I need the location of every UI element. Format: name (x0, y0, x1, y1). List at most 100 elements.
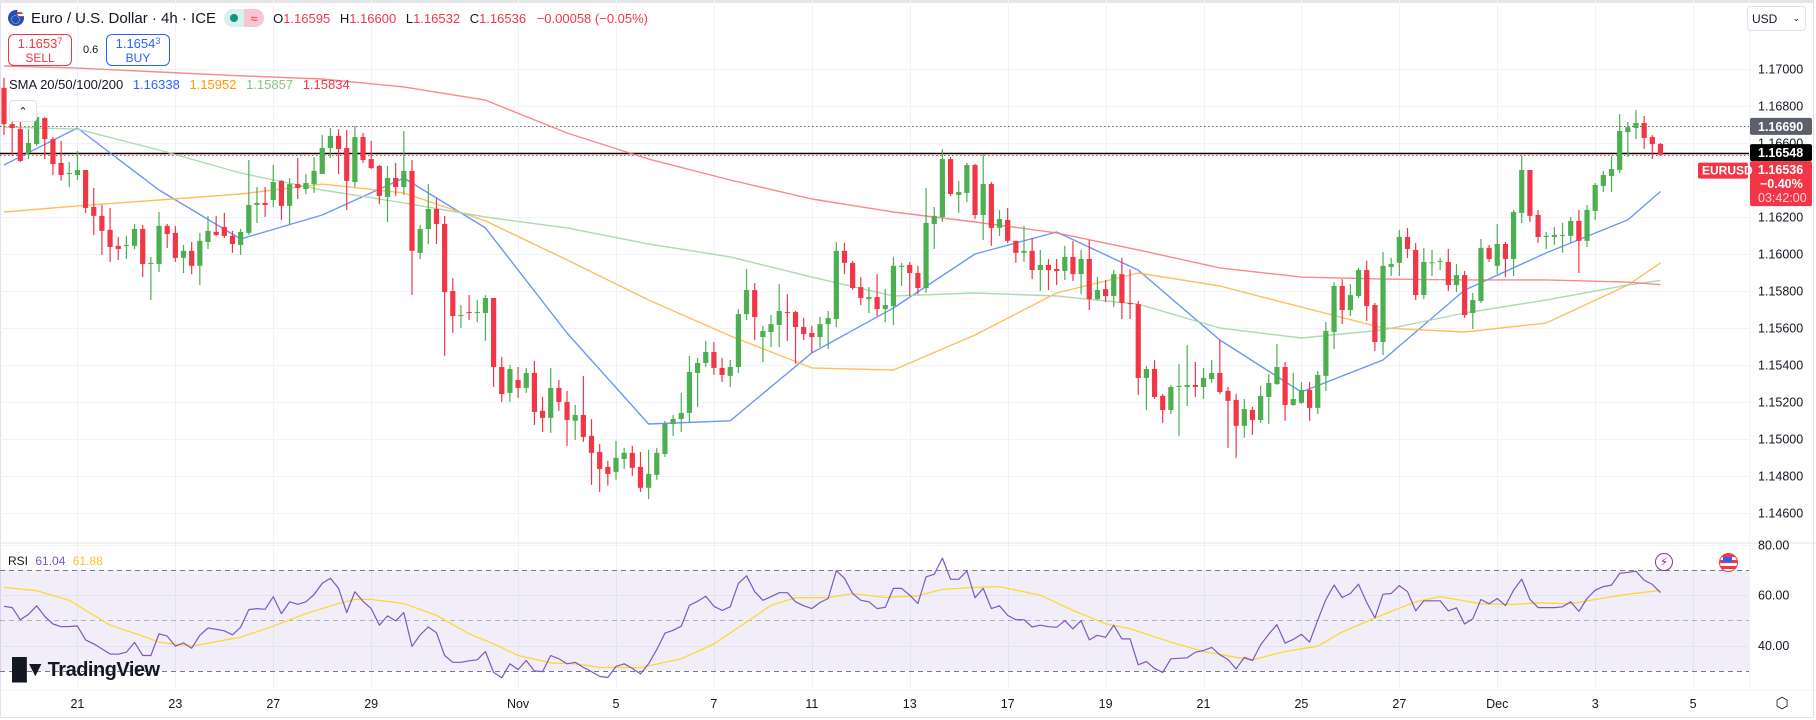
candle[interactable] (1633, 110, 1639, 140)
candle[interactable] (1559, 222, 1566, 253)
currency-button[interactable]: USD ⌄ (1747, 6, 1806, 31)
candle[interactable] (1094, 277, 1101, 301)
candle[interactable] (556, 379, 562, 411)
candle[interactable] (1143, 365, 1149, 410)
candle[interactable] (588, 418, 595, 485)
candle[interactable] (156, 211, 162, 273)
candle[interactable] (654, 447, 660, 480)
candle[interactable] (148, 256, 154, 301)
candle[interactable] (458, 305, 464, 328)
candle[interactable] (1315, 370, 1321, 414)
candle[interactable] (1478, 238, 1484, 304)
candle[interactable] (99, 204, 105, 255)
sma-legend[interactable]: SMA 20/50/100/200 1.16338 1.15952 1.1585… (9, 77, 356, 92)
candle[interactable] (947, 157, 954, 196)
candle[interactable] (1037, 249, 1043, 291)
candle[interactable] (1470, 293, 1476, 330)
candle[interactable] (1364, 260, 1370, 321)
market-status[interactable]: ≈ (224, 9, 265, 27)
candle[interactable] (262, 187, 268, 217)
candle[interactable] (442, 215, 448, 356)
candle[interactable] (482, 295, 489, 341)
candle[interactable] (686, 355, 693, 423)
candle[interactable] (548, 367, 554, 433)
sma-100-line[interactable] (3, 126, 1661, 339)
candle[interactable] (956, 180, 962, 213)
candle[interactable] (825, 310, 831, 350)
candle[interactable] (1209, 359, 1215, 383)
tradingview-logo[interactable]: █▼ TradingView (12, 658, 160, 682)
candle[interactable] (1396, 229, 1402, 276)
candle[interactable] (368, 140, 374, 170)
candle[interactable] (180, 244, 187, 274)
candle[interactable] (890, 256, 897, 326)
candle[interactable] (1282, 362, 1288, 421)
candle[interactable] (768, 315, 774, 348)
candle[interactable] (131, 224, 138, 249)
candle[interactable] (1502, 241, 1509, 278)
candle[interactable] (1494, 224, 1500, 275)
candle[interactable] (335, 129, 342, 175)
candle[interactable] (1168, 384, 1174, 414)
candle[interactable] (1241, 399, 1247, 438)
candle[interactable] (425, 184, 431, 244)
candle[interactable] (433, 197, 440, 244)
time-axis[interactable]: 21 23 27 29 Nov 5 7 11 13 17 19 21 25 27 Dec 3 5 (70, 697, 1696, 711)
candle[interactable] (980, 154, 986, 240)
candle[interactable] (1176, 364, 1182, 436)
candle[interactable] (898, 262, 905, 286)
candle[interactable] (1306, 381, 1313, 421)
candle[interactable] (1339, 279, 1345, 325)
candle[interactable] (727, 359, 733, 387)
candle[interactable] (784, 294, 790, 341)
candle[interactable] (352, 125, 358, 188)
candle[interactable] (629, 445, 635, 476)
candle[interactable] (1592, 182, 1598, 220)
candle[interactable] (703, 340, 709, 368)
candle[interactable] (1111, 270, 1117, 308)
candle[interactable] (1249, 406, 1256, 435)
candle[interactable] (1372, 303, 1378, 351)
candle[interactable] (882, 289, 888, 323)
candle[interactable] (1298, 381, 1305, 405)
candle[interactable] (499, 357, 505, 402)
candle[interactable] (1625, 122, 1631, 158)
candle[interactable] (205, 215, 211, 249)
candle[interactable] (1184, 344, 1190, 406)
candle[interactable] (637, 451, 644, 493)
candle[interactable] (254, 187, 260, 223)
candle[interactable] (25, 129, 32, 160)
candle[interactable] (401, 130, 407, 195)
candle[interactable] (760, 325, 766, 363)
candle[interactable] (719, 357, 725, 382)
candle[interactable] (213, 215, 219, 236)
candle[interactable] (1608, 155, 1615, 193)
candle[interactable] (1535, 209, 1541, 243)
candle[interactable] (809, 325, 815, 353)
candle[interactable] (841, 242, 848, 275)
candle[interactable] (1013, 240, 1019, 263)
candle[interactable] (1, 77, 7, 136)
candle[interactable] (393, 162, 399, 196)
candle[interactable] (972, 164, 978, 220)
candle[interactable] (189, 241, 195, 275)
rsi-line[interactable] (3, 557, 1661, 679)
candle[interactable] (1584, 204, 1590, 247)
candle[interactable] (613, 440, 619, 480)
candle[interactable] (384, 165, 391, 222)
price-axis[interactable]: 1.170001.168001.166001.162001.160001.158… (1758, 62, 1803, 520)
candle[interactable] (91, 187, 97, 235)
gear-icon[interactable]: ⬡ (1775, 695, 1789, 712)
candle[interactable] (605, 460, 611, 486)
candle[interactable] (450, 278, 456, 333)
candle[interactable] (1062, 245, 1068, 281)
candle[interactable] (238, 229, 244, 255)
candle[interactable] (1462, 271, 1468, 318)
candle[interactable] (735, 309, 741, 373)
candle[interactable] (1054, 258, 1060, 286)
candle[interactable] (776, 284, 782, 348)
candle[interactable] (1258, 385, 1264, 423)
symbol-title[interactable]: Euro / U.S. Dollar · 4h · ICE (31, 9, 217, 27)
candle[interactable] (1217, 339, 1223, 395)
candle[interactable] (490, 298, 497, 387)
